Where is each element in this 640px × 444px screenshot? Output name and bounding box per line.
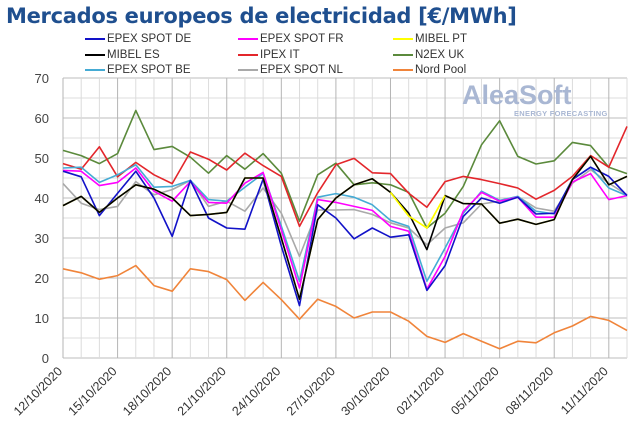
- series-line-epex-spot-be: [62, 164, 628, 283]
- chart-title: Mercados europeos de electricidad [€/MWh…: [6, 4, 517, 28]
- series-segment-mibel-pt: [408, 215, 428, 229]
- y-tick-label: 20: [35, 271, 49, 286]
- legend-label: IPEX IT: [260, 49, 300, 61]
- legend-swatch: [85, 69, 105, 71]
- series-line-mibel-es: [62, 155, 628, 301]
- legend-swatch: [85, 38, 105, 40]
- y-tick-label: 60: [35, 111, 49, 126]
- legend-label: EPEX SPOT NL: [260, 64, 343, 76]
- legend-item: EPEX SPOT NL: [238, 64, 343, 76]
- legend-label: MIBEL PT: [415, 33, 467, 45]
- x-tick-label: 15/10/2020: [66, 364, 120, 418]
- logo-brand: AleaSoft: [462, 80, 572, 110]
- legend-label: EPEX SPOT BE: [107, 64, 191, 76]
- legend-label: Nord Pool: [415, 64, 467, 76]
- legend-label: MIBEL ES: [107, 49, 160, 61]
- legend-item: MIBEL ES: [85, 49, 160, 61]
- x-tick-label: 18/10/2020: [120, 364, 174, 418]
- x-tick-label: 05/11/2020: [448, 364, 502, 418]
- series-segment-mibel-pt: [426, 195, 446, 229]
- y-tick-label: 70: [35, 71, 49, 86]
- legend-item: EPEX SPOT DE: [85, 33, 191, 45]
- y-tick-label: 50: [35, 151, 49, 166]
- x-tick-label: 12/10/2020: [11, 364, 65, 418]
- legend-swatch: [393, 38, 413, 40]
- legend-swatch: [393, 54, 413, 56]
- x-tick-label: 11/11/2020: [558, 364, 611, 417]
- legend-item: IPEX IT: [238, 49, 300, 61]
- x-tick-label: 30/10/2020: [338, 364, 392, 418]
- y-tick-label: 40: [35, 191, 49, 206]
- logo-tagline: ENERGY FORECASTING: [514, 109, 608, 118]
- legend-swatch: [238, 38, 258, 40]
- legend-item: EPEX SPOT FR: [238, 33, 344, 45]
- series-line-epex-spot-fr: [62, 167, 628, 291]
- series-segment-mibel-pt: [389, 191, 410, 217]
- x-tick-label: 08/11/2020: [503, 364, 557, 418]
- series-line-nord-pool: [62, 264, 628, 350]
- y-tick-label: 10: [35, 311, 49, 326]
- y-tick-label: 0: [42, 351, 49, 366]
- series-line-epex-spot-de: [62, 166, 628, 307]
- series-line-epex-spot-nl: [62, 168, 628, 258]
- legend-item: N2EX UK: [393, 49, 464, 61]
- x-tick-label: 27/10/2020: [284, 364, 338, 418]
- y-tick-label: 30: [35, 231, 49, 246]
- aleasoft-logo: AleaSoft ENERGY FORECASTING: [462, 80, 608, 119]
- legend-item: Nord Pool: [393, 64, 466, 76]
- x-tick-label: 21/10/2020: [175, 364, 229, 418]
- legend-label: EPEX SPOT FR: [260, 33, 344, 45]
- legend-item: EPEX SPOT BE: [85, 64, 191, 76]
- legend-swatch: [393, 69, 413, 71]
- legend-swatch: [85, 54, 105, 56]
- legend-label: N2EX UK: [415, 49, 465, 61]
- legend-swatch: [238, 69, 258, 71]
- legend-label: EPEX SPOT DE: [107, 33, 192, 45]
- x-tick-label: 24/10/2020: [229, 364, 283, 418]
- series-line-ipex-it: [62, 126, 628, 228]
- legend-swatch: [238, 54, 258, 56]
- series-line-n2ex-uk: [62, 109, 628, 229]
- legend-item: MIBEL PT: [393, 33, 467, 45]
- x-tick-label: 02/11/2020: [394, 364, 448, 418]
